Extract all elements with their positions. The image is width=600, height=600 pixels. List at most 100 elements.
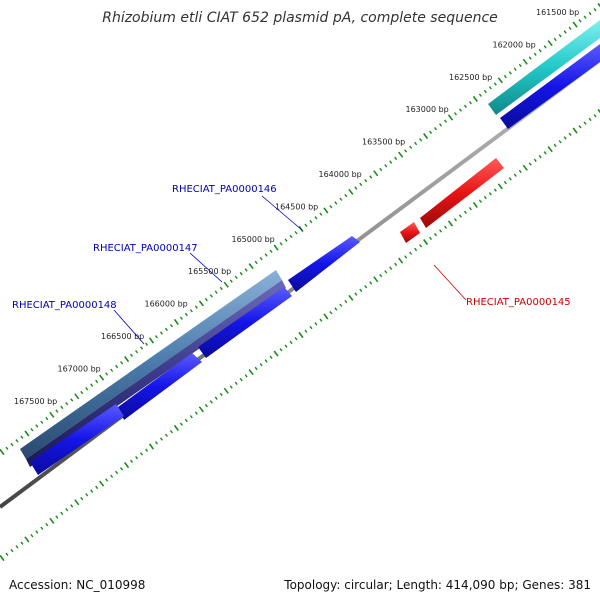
lower-track-tick	[339, 303, 343, 307]
upper-track-tick	[40, 420, 44, 424]
upper-track-tick	[74, 393, 80, 400]
lower-track-tick	[444, 225, 448, 229]
callout-line-146	[261, 195, 303, 231]
lower-track-tick	[568, 132, 572, 137]
upper-track-tick	[140, 346, 144, 350]
lower-track-tick	[538, 154, 542, 159]
lower-track-tick	[458, 214, 462, 218]
gene-label-rheciat-pa0000148[interactable]: RHECIAT_PA0000148	[12, 300, 117, 311]
lower-track-tick	[593, 113, 597, 118]
gene-arrow-rheciat-pa0000148[interactable]	[30, 404, 124, 475]
callout-line-147	[189, 252, 223, 283]
upper-track-tick	[518, 63, 522, 68]
gene-label-rheciat-pa0000147[interactable]: RHECIAT_PA0000147	[93, 243, 198, 254]
lower-track-tick	[189, 415, 193, 419]
lower-track-tick	[389, 266, 393, 270]
upper-track-tick	[90, 383, 94, 387]
lower-track-tick	[179, 422, 183, 426]
upper-track-tick	[289, 234, 293, 239]
lower-track-tick	[354, 292, 358, 296]
lower-track-tick	[483, 195, 487, 200]
reverse-feature-track	[400, 158, 504, 243]
upper-track-tick	[503, 74, 507, 79]
lower-track-tick	[344, 299, 348, 304]
upper-track-tick	[394, 156, 398, 161]
lower-track-tick	[468, 206, 472, 211]
upper-track-tick	[444, 119, 448, 123]
lower-track-tick	[528, 162, 532, 166]
gene-label-rheciat-pa0000146[interactable]: RHECIAT_PA0000146	[172, 184, 277, 195]
upper-track-tick	[538, 48, 542, 53]
upper-track-tick	[164, 327, 168, 332]
lower-track-tick	[244, 374, 248, 378]
map-title: Rhizobium etli CIAT 652 plasmid pA, comp…	[102, 10, 498, 26]
upper-track-tick	[15, 439, 19, 443]
upper-track-tick	[130, 353, 134, 358]
lower-track-tick	[453, 218, 457, 222]
tick-label: 165500 bp	[188, 267, 231, 276]
upper-track-tick	[189, 309, 193, 313]
lower-track-tick	[329, 310, 333, 315]
upper-track-tick	[404, 149, 408, 153]
lower-track-tick	[478, 199, 482, 203]
upper-track-tick	[269, 249, 273, 254]
upper-track-tick	[273, 244, 279, 251]
lower-track-tick	[219, 392, 223, 397]
feature-navy[interactable]	[26, 280, 286, 467]
lower-track-tick	[419, 244, 423, 248]
lower-track-tick	[508, 177, 512, 181]
gene-arrow-rheciat-pa0000146[interactable]	[288, 236, 360, 292]
lower-track-tick	[214, 396, 218, 400]
upper-track-tick	[323, 207, 329, 214]
upper-track-tick	[497, 77, 503, 84]
lower-track-tick	[173, 424, 179, 431]
gene-arrow-forward-a[interactable]	[500, 44, 600, 129]
upper-track-tick	[214, 290, 218, 294]
upper-track-tick	[5, 446, 9, 451]
lower-track-tick	[239, 377, 243, 382]
gene-arrow-rheciat-pa0000145[interactable]	[420, 158, 504, 228]
upper-track-tick	[179, 316, 183, 320]
upper-track-tick	[563, 30, 567, 34]
lower-track-tick	[40, 526, 44, 530]
lower-track-tick	[124, 462, 130, 469]
upper-track-tick	[184, 312, 188, 317]
lower-track-tick	[447, 220, 454, 227]
lower-track-tick	[229, 385, 233, 389]
upper-track-tick	[588, 11, 592, 16]
gene-arrow-reverse-small[interactable]	[400, 222, 420, 243]
upper-track-tick	[0, 448, 5, 456]
upper-track-tick	[423, 133, 429, 140]
lower-track-tick	[70, 504, 74, 508]
lower-track-tick	[74, 499, 80, 506]
upper-track-tick	[239, 271, 243, 276]
upper-track-tick	[334, 201, 338, 205]
lower-track-tick	[289, 340, 293, 345]
upper-track-tick	[543, 45, 547, 49]
gene-arrow-rheciat-pa0000147[interactable]	[198, 287, 292, 358]
upper-track-tick	[145, 342, 149, 346]
lower-track-tick	[398, 257, 404, 264]
feature-steel[interactable]	[20, 270, 282, 459]
upper-track-tick	[578, 19, 582, 23]
feature-cyan[interactable]	[488, 20, 600, 115]
gene-arrow-rheciat-pa0000148-b[interactable]	[118, 353, 202, 420]
upper-track-tick	[159, 331, 163, 335]
upper-track-tick	[472, 95, 478, 102]
lower-track-tick	[20, 541, 24, 545]
upper-track-tick	[85, 387, 89, 391]
gene-label-rheciat-pa0000145[interactable]: RHECIAT_PA0000145	[466, 297, 571, 308]
upper-track-tick	[294, 230, 298, 235]
lower-track-tick	[493, 188, 497, 192]
lower-track-tick	[334, 307, 338, 311]
lower-track-tick	[60, 511, 64, 516]
upper-track-tick	[55, 409, 59, 413]
lower-track-tick	[348, 294, 354, 301]
lower-track-tick	[148, 443, 155, 450]
upper-track-tick	[547, 40, 553, 47]
lower-track-tick	[110, 474, 114, 478]
upper-track-tick	[583, 15, 587, 19]
upper-track-tick	[65, 401, 69, 406]
upper-track-tick	[70, 398, 74, 402]
lower-track-tick	[85, 493, 89, 497]
